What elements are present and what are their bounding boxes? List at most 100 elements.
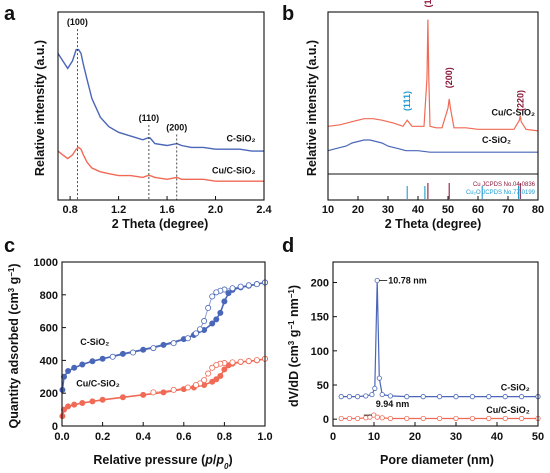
point-c-3-4 <box>229 359 236 366</box>
point-c-2-14 <box>213 376 220 383</box>
xtick-label-c-0: 0.0 <box>54 431 69 443</box>
point-c-1-2 <box>245 282 252 289</box>
ytick-label-c-5: 1000 <box>34 257 58 269</box>
panel-b-ylabel: Relative intensity (a.u.) <box>305 40 319 176</box>
ytick-label-d-2: 100 <box>311 346 329 358</box>
peak-label-a-2: (200) <box>166 122 187 132</box>
xtick-label-b-2: 30 <box>382 204 394 216</box>
peak-label-a-0: (100) <box>67 17 88 27</box>
panel-c-plot: C-SiO₂ Cu/C-SiO₂ 0.0 0.2 0.4 0.6 0.8 1.0 0 200 400… <box>34 257 273 443</box>
point-d-0-3 <box>363 393 369 399</box>
peak-label-b-0: (111) <box>423 0 433 7</box>
xtick-label-d-5: 50 <box>532 431 544 443</box>
point-c-2-1 <box>61 406 68 413</box>
point-c-1-11 <box>197 326 204 333</box>
point-d-0-14 <box>469 394 475 400</box>
ref-label-b-0: Cu JCPDS No.04-0836 <box>473 182 536 188</box>
point-d-0-5 <box>372 385 378 392</box>
ytick-label-d-0: 0 <box>323 414 329 426</box>
point-c-0-14 <box>213 316 220 323</box>
peak-label-a-1: (110) <box>139 113 160 123</box>
point-c-3-1 <box>253 357 260 364</box>
panel-d: d dV/dD (cm3 g−1 nm−1) Pore diameter (nm… <box>282 235 544 467</box>
point-c-1-1 <box>253 281 260 288</box>
ytick-label-c-1: 200 <box>40 388 58 400</box>
point-c-0-3 <box>71 364 78 371</box>
point-d-0-11 <box>420 394 426 400</box>
panel-c-frame <box>61 261 266 427</box>
point-c-3-8 <box>209 364 216 371</box>
panel-a-ylabel: Relative intensity (a.u.) <box>33 40 47 176</box>
point-c-0-16 <box>221 298 228 305</box>
xtick-label-d-0: 0 <box>330 431 336 443</box>
point-c-2-15 <box>217 372 224 379</box>
point-d-1-13 <box>469 415 475 422</box>
series-label-a-0: C-SiO₂ <box>227 134 256 144</box>
point-d-1-10 <box>420 415 426 422</box>
point-c-3-9 <box>205 370 212 377</box>
series-label-b-1: C-SiO₂ <box>482 135 511 145</box>
point-d-1-8 <box>387 415 393 422</box>
panel-b-xlabel: 2 Theta (degree) <box>385 217 482 231</box>
ytick-label-c-4: 800 <box>40 290 58 302</box>
panel-a: a Relative intensity (a.u.) 2 Theta (deg… <box>4 3 273 231</box>
peak-label-b-1: (200) <box>444 67 454 88</box>
point-d-0-16 <box>502 394 508 400</box>
ytick-label-d-3: 150 <box>311 312 329 324</box>
series-label-b-0: Cu/C-SiO₂ <box>492 108 536 118</box>
xtick-label-a-0: 0.8 <box>62 204 77 216</box>
xtick-label-d-1: 10 <box>368 431 380 443</box>
point-d-1-0 <box>338 415 344 422</box>
point-d-1-12 <box>453 415 459 422</box>
point-c-3-15 <box>150 389 157 396</box>
xtick-label-c-1: 0.2 <box>95 431 110 443</box>
xtick-label-c-2: 0.4 <box>136 431 152 443</box>
point-d-0-10 <box>404 394 410 400</box>
point-d-0-8 <box>379 391 385 398</box>
ytick-label-d-1: 50 <box>317 380 329 392</box>
peak-label-b-3: (111) <box>402 91 412 111</box>
ref-label-b-1: Cu₂O JCPDS No.77-0199 <box>466 190 536 196</box>
point-c-3-3 <box>237 358 244 365</box>
point-d-1-16 <box>518 415 525 422</box>
point-d-0-12 <box>436 394 443 400</box>
point-c-1-12 <box>192 330 199 337</box>
point-c-2-8 <box>140 391 147 398</box>
point-c-1-4 <box>229 285 236 292</box>
point-c-0-15 <box>217 309 224 316</box>
ytick-label-c-3: 600 <box>40 323 58 335</box>
xtick-label-a-3: 2.0 <box>208 204 223 216</box>
point-c-2-5 <box>89 398 96 405</box>
series-label-d-1: Cu/C-SiO₂ <box>486 405 530 415</box>
point-c-1-9 <box>205 304 212 311</box>
xtick-label-a-1: 1.2 <box>111 204 126 216</box>
xtick-label-c-3: 0.6 <box>176 431 191 443</box>
point-c-2-7 <box>119 394 126 401</box>
panel-a-xlabel: 2 Theta (degree) <box>112 217 209 231</box>
point-c-1-16 <box>130 349 137 356</box>
series-line-a-1 <box>57 146 264 182</box>
point-d-0-7 <box>376 375 382 381</box>
point-d-0-9 <box>387 393 393 399</box>
point-d-0-4 <box>369 391 375 398</box>
peak-label-b-2: (220) <box>515 90 525 111</box>
point-c-2-2 <box>65 403 72 410</box>
panel-d-xlabel: Pore diameter (nm) <box>380 453 494 467</box>
xtick-label-a-2: 1.6 <box>159 204 174 216</box>
series-line-c-1 <box>112 282 266 358</box>
series-label-c-0: C-SiO₂ <box>80 337 109 347</box>
point-d-1-6 <box>374 414 380 420</box>
point-d-0-1 <box>346 394 352 400</box>
point-d-1-11 <box>436 415 443 422</box>
point-c-1-7 <box>213 289 220 296</box>
panel-c: c Quantity adsorbed (cm3 g−1) Relative p… <box>4 235 273 471</box>
xtick-label-b-6: 70 <box>502 204 514 216</box>
annotation-d-0: 10.78 nm <box>388 275 427 285</box>
point-c-1-17 <box>109 353 116 360</box>
point-d-1-3 <box>363 415 369 421</box>
point-d-0-0 <box>338 394 344 400</box>
xtick-label-b-1: 20 <box>352 204 364 216</box>
point-d-0-15 <box>486 394 492 400</box>
panel-letter-a: a <box>4 3 16 25</box>
